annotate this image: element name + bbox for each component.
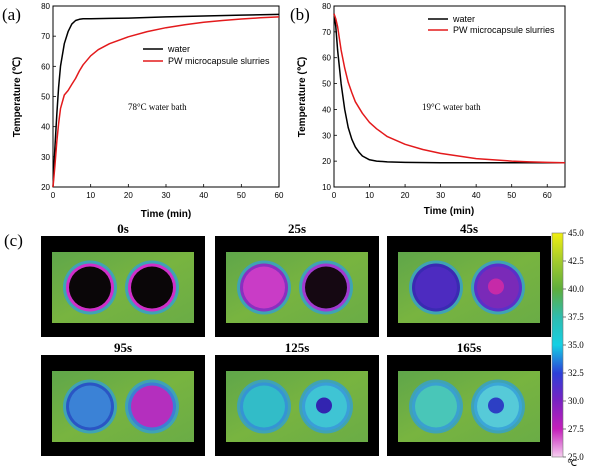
series-line-b-pw-slurry [333,13,566,164]
y-tick-label-a: 80 [41,2,50,11]
colorbar-tick-label: 37.5 [568,312,584,322]
panel-label-c: (c) [4,231,23,250]
x-tick-label-b: 20 [401,191,410,200]
thermal-frame: 165s [387,340,551,456]
x-axis-label-b: Time (min) [424,206,474,217]
y-tick-label-b: 80 [322,2,331,11]
thermal-frame: 25s [215,221,379,337]
plot-area-a [52,5,280,188]
thermal-frame: 95s [41,340,205,456]
thermal-images-panel: (c) 0s 25s 45s 95s 125s 165s 45.0 42.5 40.0 37.5… [4,221,584,467]
colorbar-tick-label: 25.0 [568,452,584,462]
plot-area-b [333,5,566,188]
x-tick-label-a: 0 [51,191,56,200]
well-core-right [488,397,504,414]
colorbar-tick-label: 35.0 [568,340,584,350]
legend-a-label-water: water [167,44,190,54]
panel-label-b: (b) [290,5,310,24]
y-axis-label-a: Temperature (℃) [12,57,23,138]
series-line-b-water [333,13,565,164]
colorbar-tick-label: 32.5 [568,368,584,378]
series-lines-b [333,13,566,164]
well-left [243,266,285,309]
thermal-frame: 45s [387,221,551,337]
well-left [243,385,285,428]
colorbar-gradient [551,232,564,458]
y-tick-label-b: 30 [322,131,331,140]
well-right [131,385,173,428]
x-tick-label-b: 10 [365,191,374,200]
colorbar-tick-label: 30.0 [568,396,584,406]
y-tick-label-b: 50 [322,80,331,89]
legend-b-label-water: water [452,14,475,24]
x-tick-label-b: 50 [507,191,516,200]
frame-time-label: 165s [457,340,482,355]
legend-a-label-pw: PW microcapsule slurries [168,56,270,66]
series-line-a-water [52,13,280,188]
y-tick-label-a: 30 [41,153,50,162]
x-axis-label-a: Time (min) [141,209,191,220]
y-tick-label-b: 60 [322,54,331,63]
thermal-frames: 0s 25s 45s 95s 125s 165s [41,221,551,456]
colorbar-tick-label: 40.0 [568,284,584,294]
x-tick-label-a: 50 [237,191,246,200]
frame-time-label: 25s [288,221,306,236]
x-tick-label-a: 10 [86,191,95,200]
colorbar-tick-label: 27.5 [568,424,584,434]
x-tick-label-a: 60 [275,191,284,200]
colorbar-unit: ℃ [567,458,577,467]
x-tick-label-b: 40 [472,191,481,200]
y-tick-label-a: 20 [41,183,50,192]
colorbar-tick-label: 42.5 [568,256,584,266]
frame-time-label: 125s [285,340,310,355]
well-left [69,266,111,309]
frame-time-label: 0s [117,221,129,236]
y-axis-label-b: Temperature (℃) [297,57,308,138]
legend-a: water PW microcapsule slurries [143,44,270,66]
y-tick-label-b: 20 [322,157,331,166]
series-lines-a [52,13,280,188]
well-right [305,266,347,309]
chart-panel-a: (a) 0 10 20 30 40 50 60 20 30 40 50 60 70 80 Time (mi… [2,2,284,220]
colorbar-ticks: 45.0 42.5 40.0 37.5 35.0 32.5 30.0 27.5 25.0 [563,228,584,462]
frame-time-label: 95s [114,340,132,355]
panel-label-a: (a) [2,5,21,24]
colorbar-tick-label: 45.0 [568,228,584,238]
x-tick-label-a: 20 [124,191,133,200]
y-tick-label-a: 60 [41,62,50,71]
y-tick-label-a: 70 [41,32,50,41]
y-tick-label-b: 70 [322,28,331,37]
axes-ticks-a: 0 10 20 30 40 50 60 20 30 40 50 60 70 80 [41,2,284,200]
x-tick-label-a: 40 [199,191,208,200]
y-tick-label-a: 50 [41,93,50,102]
annotation-b: 19°C water bath [422,102,481,112]
y-tick-label-b: 40 [322,105,331,114]
well-core-right [488,278,504,295]
annotation-a: 78°C water bath [128,102,187,112]
well-left [69,385,111,428]
x-tick-label-a: 30 [162,191,171,200]
well-left [415,385,457,428]
legend-b: water PW microcapsule slurries [428,14,555,35]
temperature-colorbar: 45.0 42.5 40.0 37.5 35.0 32.5 30.0 27.5 25.0 ℃ [551,228,584,467]
well-core-right [316,397,332,414]
frame-time-label: 45s [460,221,478,236]
thermal-frame: 125s [215,340,379,456]
y-tick-label-a: 40 [41,123,50,132]
x-tick-label-b: 60 [543,191,552,200]
legend-b-label-pw: PW microcapsule slurries [453,25,555,35]
thermal-frame: 0s [41,221,205,337]
x-tick-label-b: 0 [332,191,337,200]
well-right [131,266,173,309]
series-line-a-pw-slurry [52,16,280,188]
well-left [415,266,457,309]
x-tick-label-b: 30 [436,191,445,200]
y-tick-label-b: 10 [322,183,331,192]
